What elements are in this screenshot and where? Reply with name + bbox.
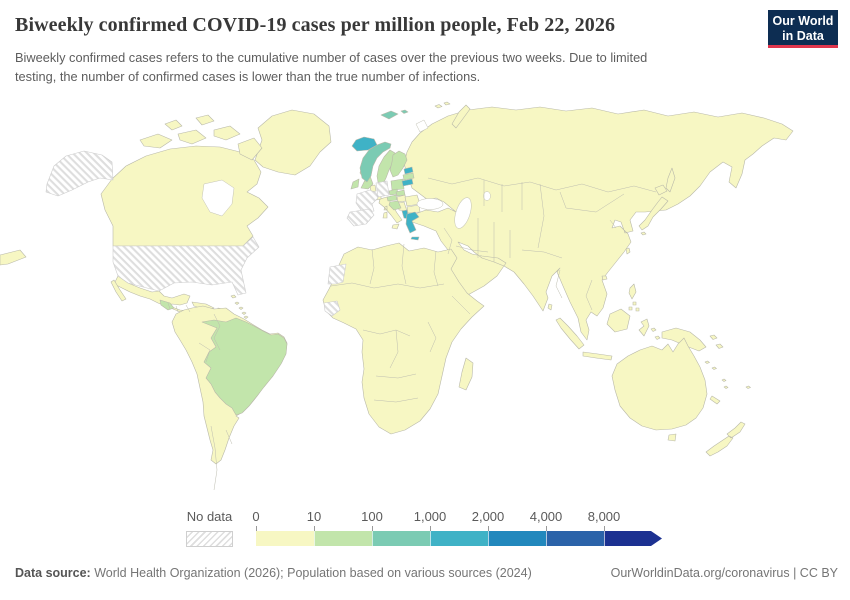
country-new-zealand[interactable]	[705, 421, 746, 457]
tick-label-3: 1,000	[413, 509, 447, 524]
country-japan[interactable]	[638, 184, 669, 236]
tick-mark	[430, 526, 431, 531]
regions-bin-0-10	[0, 101, 794, 465]
country-papua-new-guinea[interactable]	[661, 327, 724, 352]
region-africa[interactable]	[322, 242, 485, 435]
country-ireland[interactable]	[350, 178, 360, 190]
legend-no-data[interactable]: No data	[186, 509, 233, 547]
franz-josef-islands[interactable]	[434, 101, 451, 109]
legend-bin-5[interactable]	[546, 531, 604, 546]
world-map	[0, 100, 850, 512]
borders-asia	[427, 177, 657, 311]
black-sea	[416, 198, 444, 210]
russia-antimeridian-sliver[interactable]	[0, 249, 27, 266]
country-madagascar[interactable]	[458, 357, 474, 391]
tick-label-4: 2,000	[471, 509, 505, 524]
mexico-baja[interactable]	[110, 279, 127, 302]
tick-label-2: 100	[361, 509, 383, 524]
country-costa-rica[interactable]	[159, 299, 175, 311]
country-germany[interactable]	[375, 180, 390, 198]
tick-mark	[604, 526, 605, 531]
pacific-islands[interactable]	[704, 360, 751, 405]
regions-no-data	[45, 150, 390, 317]
data-source-label: Data source:	[15, 566, 91, 580]
country-austria[interactable]	[386, 194, 398, 202]
no-data-label: No data	[186, 509, 233, 524]
country-poland[interactable]	[390, 178, 405, 191]
country-brazil[interactable]	[201, 317, 288, 416]
country-spain-portugal[interactable]	[346, 208, 375, 227]
tick-mark	[488, 526, 489, 531]
tick-mark	[256, 526, 257, 531]
legend-scale: 0 10 100 1,000 2,000 4,000 8,000	[252, 509, 676, 549]
sakhalin[interactable]	[665, 167, 676, 193]
legend-bin-4[interactable]	[488, 531, 546, 546]
country-lithuania[interactable]	[401, 178, 414, 187]
data-source-note: Data source: World Health Organization (…	[15, 566, 532, 580]
tick-label-1: 10	[306, 509, 322, 524]
regions-bin-1000-2000	[351, 136, 420, 241]
owid-logo-line2: in Data	[782, 28, 824, 43]
country-estonia[interactable]	[403, 166, 414, 175]
hudson-bay	[201, 179, 235, 217]
canada-arctic-islands[interactable]	[139, 114, 263, 161]
country-iceland[interactable]	[351, 136, 378, 152]
chart-subtitle: Biweekly confirmed cases refers to the c…	[15, 50, 648, 85]
country-bulgaria[interactable]	[406, 204, 421, 214]
country-finland[interactable]	[389, 150, 408, 178]
inland-seas	[201, 119, 491, 229]
borders-south-america	[198, 313, 233, 491]
white-sea	[415, 119, 429, 133]
aral-sea	[483, 191, 491, 201]
country-united-states[interactable]	[112, 236, 260, 296]
data-source-text: World Health Organization (2026); Popula…	[90, 566, 532, 580]
borders-africa	[330, 243, 471, 403]
tick-mark	[546, 526, 547, 531]
legend-bin-0[interactable]	[256, 531, 314, 546]
country-latvia[interactable]	[402, 172, 415, 181]
country-sri-lanka[interactable]	[547, 303, 553, 311]
tasmania[interactable]	[667, 433, 677, 442]
country-greece[interactable]	[405, 211, 420, 241]
tick-label-5: 4,000	[529, 509, 563, 524]
country-western-sahara[interactable]	[327, 263, 347, 285]
hainan[interactable]	[601, 275, 608, 281]
tick-label-0: 0	[252, 509, 260, 524]
country-france[interactable]	[355, 189, 379, 214]
country-slovakia[interactable]	[395, 189, 406, 197]
country-croatia-slovenia[interactable]	[388, 200, 402, 211]
country-borders	[167, 177, 657, 491]
svalbard[interactable]	[380, 109, 409, 120]
tick-label-6: 8,000	[587, 509, 621, 524]
regions-bin-10-100	[159, 149, 415, 416]
country-greenland[interactable]	[254, 109, 332, 176]
legend-bin-3[interactable]	[430, 531, 488, 546]
novaya-zemlya[interactable]	[451, 104, 471, 129]
owid-link[interactable]: OurWorldinData.org/coronavirus | CC BY	[610, 566, 838, 580]
owid-logo-line1: Our World	[772, 14, 834, 28]
chart-title: Biweekly confirmed COVID-19 cases per mi…	[15, 14, 616, 36]
country-norway[interactable]	[359, 141, 392, 183]
caspian-sea	[454, 197, 472, 229]
country-philippines[interactable]	[628, 283, 640, 312]
country-united-states-alaska[interactable]	[45, 150, 114, 197]
tick-mark	[314, 526, 315, 531]
country-guinea[interactable]	[323, 300, 341, 317]
borders-central-america	[167, 302, 191, 313]
country-italy[interactable]	[378, 196, 403, 230]
owid-logo[interactable]: Our World in Data	[768, 10, 838, 48]
no-data-swatch[interactable]	[186, 531, 233, 547]
country-taiwan[interactable]	[625, 247, 631, 255]
regions-bin-100-1000	[359, 109, 409, 183]
legend-color-bar	[256, 531, 662, 546]
legend-bin-2[interactable]	[372, 531, 430, 546]
tick-mark	[372, 526, 373, 531]
legend-bin-1[interactable]	[314, 531, 372, 546]
map-legend: No data 0 10 100 1,000 2,000 4,000 8,000	[0, 509, 850, 553]
country-canada[interactable]	[100, 145, 269, 247]
country-australia[interactable]	[611, 337, 708, 431]
legend-bin-6-arrow[interactable]	[604, 531, 662, 546]
